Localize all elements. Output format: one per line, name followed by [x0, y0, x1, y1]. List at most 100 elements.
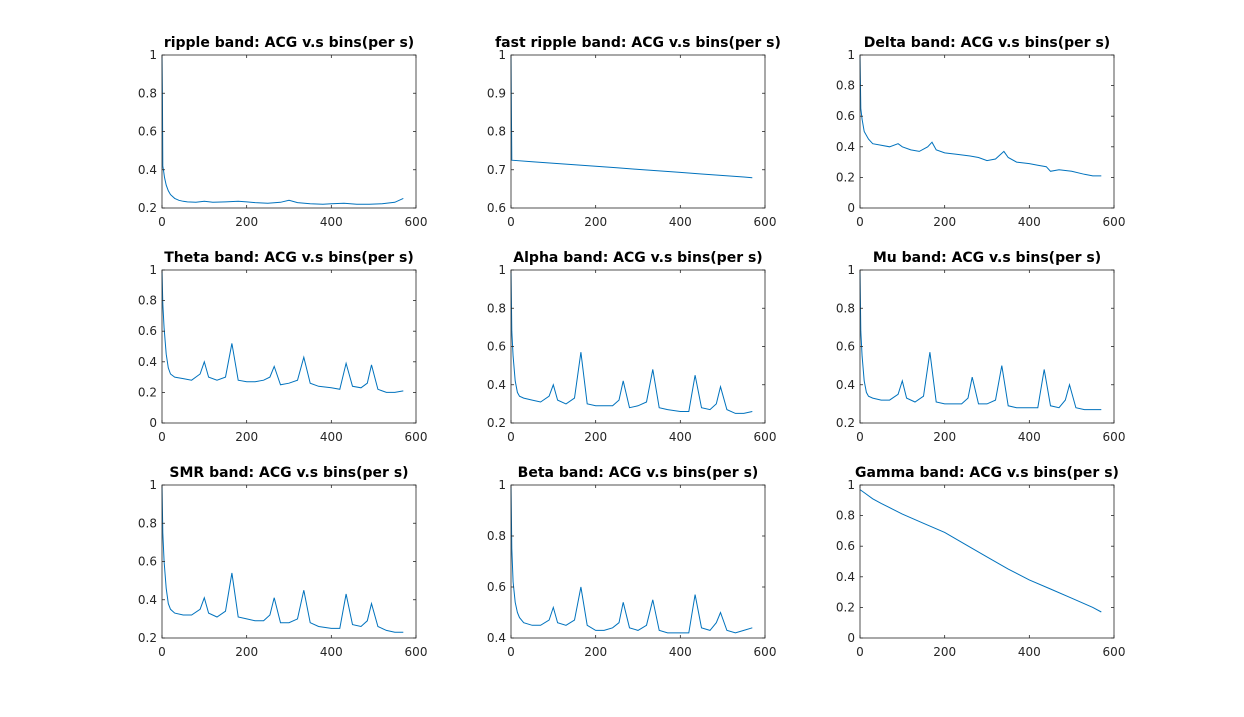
x-tick-label: 200: [584, 430, 607, 444]
x-tick-label: 0: [507, 215, 515, 229]
x-tick-label: 0: [507, 645, 515, 659]
x-tick-label: 600: [1103, 215, 1126, 229]
y-tick-label: 1: [847, 48, 855, 62]
x-tick-label: 200: [584, 215, 607, 229]
y-tick-label: 0.4: [138, 355, 157, 369]
subplot-title: Mu band: ACG v.s bins(per s): [873, 250, 1101, 266]
x-tick-label: 0: [507, 430, 515, 444]
y-tick-label: 0.4: [836, 140, 855, 154]
x-tick-label: 400: [1018, 645, 1041, 659]
x-tick-label: 600: [754, 430, 777, 444]
subplot-title: Beta band: ACG v.s bins(per s): [518, 465, 759, 481]
x-tick-label: 600: [754, 645, 777, 659]
y-tick-label: 0.4: [836, 570, 855, 584]
x-tick-label: 0: [158, 430, 166, 444]
x-tick-label: 600: [1103, 645, 1126, 659]
plot-area: [860, 270, 1114, 423]
x-tick-label: 200: [933, 645, 956, 659]
plot-area: [511, 485, 765, 638]
y-tick-label: 0.2: [836, 170, 855, 184]
subplot-title: SMR band: ACG v.s bins(per s): [169, 465, 408, 481]
x-tick-label: 600: [754, 215, 777, 229]
axes-box: [161, 269, 417, 424]
x-tick-label: 400: [1018, 430, 1041, 444]
y-tick-label: 0: [847, 201, 855, 215]
y-tick-label: 0.4: [487, 378, 506, 392]
y-tick-label: 0.6: [836, 340, 855, 354]
x-tick-label: 600: [405, 645, 428, 659]
y-tick-label: 0.2: [138, 385, 157, 399]
x-tick-label: 200: [584, 645, 607, 659]
y-tick-label: 0.2: [487, 416, 506, 430]
x-tick-label: 600: [405, 430, 428, 444]
axes-box: [859, 484, 1115, 639]
x-tick-label: 200: [235, 430, 258, 444]
axes-box: [859, 54, 1115, 209]
x-tick-label: 400: [669, 430, 692, 444]
y-tick-label: 0.8: [487, 125, 506, 139]
acg-series-line: [161, 54, 404, 205]
y-tick-label: 0.8: [487, 529, 506, 543]
subplot-title: ripple band: ACG v.s bins(per s): [164, 35, 414, 51]
y-tick-label: 0.4: [487, 631, 506, 645]
y-tick-label: 0.9: [487, 86, 506, 100]
y-tick-label: 0.6: [487, 340, 506, 354]
x-tick-label: 200: [933, 430, 956, 444]
plot-area: [162, 55, 416, 208]
x-tick-label: 0: [856, 215, 864, 229]
x-tick-label: 0: [158, 645, 166, 659]
plot-area: [860, 485, 1114, 638]
y-tick-label: 0.8: [138, 86, 157, 100]
x-tick-label: 400: [669, 645, 692, 659]
plot-area: [162, 485, 416, 638]
y-tick-label: 0.4: [138, 163, 157, 177]
x-tick-label: 600: [405, 215, 428, 229]
acg-series-line: [510, 54, 753, 179]
subplot-3: 0 200 400 600 0 0.2 0.4 0.6 0.8 1 Delta band: ACG …: [836, 35, 1126, 229]
y-tick-label: 0.8: [836, 509, 855, 523]
subplot-1: 0 200 400 600 0.2 0.4 0.6 0.8 1 ripple band: ACG …: [138, 35, 428, 229]
plot-area: [511, 270, 765, 423]
x-tick-label: 400: [1018, 215, 1041, 229]
y-tick-label: 0: [847, 631, 855, 645]
y-tick-label: 1: [149, 48, 157, 62]
acg-series-line: [510, 269, 753, 414]
x-tick-label: 400: [320, 215, 343, 229]
y-tick-label: 0.2: [836, 600, 855, 614]
y-tick-label: 0.6: [487, 580, 506, 594]
subplot-title: fast ripple band: ACG v.s bins(per s): [495, 35, 781, 51]
x-tick-label: 400: [320, 430, 343, 444]
y-tick-label: 1: [498, 478, 506, 492]
y-tick-label: 1: [847, 263, 855, 277]
y-tick-label: 1: [498, 263, 506, 277]
y-tick-label: 0.6: [487, 201, 506, 215]
subplot-title: Gamma band: ACG v.s bins(per s): [855, 465, 1119, 481]
y-tick-label: 1: [847, 478, 855, 492]
x-tick-label: 400: [320, 645, 343, 659]
plot-area: [860, 55, 1114, 208]
subplot-5: 0 200 400 600 0.2 0.4 0.6 0.8 1 Alpha band: ACG v…: [487, 250, 777, 444]
x-tick-label: 0: [158, 215, 166, 229]
y-tick-label: 0.8: [138, 516, 157, 530]
y-tick-label: 0.2: [138, 201, 157, 215]
y-tick-label: 0.6: [138, 555, 157, 569]
x-tick-label: 0: [856, 430, 864, 444]
y-tick-label: 1: [149, 263, 157, 277]
y-tick-label: 0.8: [836, 301, 855, 315]
y-tick-label: 0.7: [487, 163, 506, 177]
y-tick-label: 0.8: [836, 79, 855, 93]
x-tick-label: 200: [235, 645, 258, 659]
y-tick-label: 1: [149, 478, 157, 492]
y-tick-label: 0.2: [138, 631, 157, 645]
y-tick-label: 0.6: [138, 125, 157, 139]
y-tick-label: 0.4: [138, 593, 157, 607]
acg-series-line: [510, 484, 753, 634]
axes-box: [510, 484, 766, 639]
plot-area: [162, 270, 416, 423]
y-tick-label: 0.6: [836, 109, 855, 123]
acg-series-line: [859, 269, 1102, 411]
acg-series-line: [161, 269, 404, 393]
